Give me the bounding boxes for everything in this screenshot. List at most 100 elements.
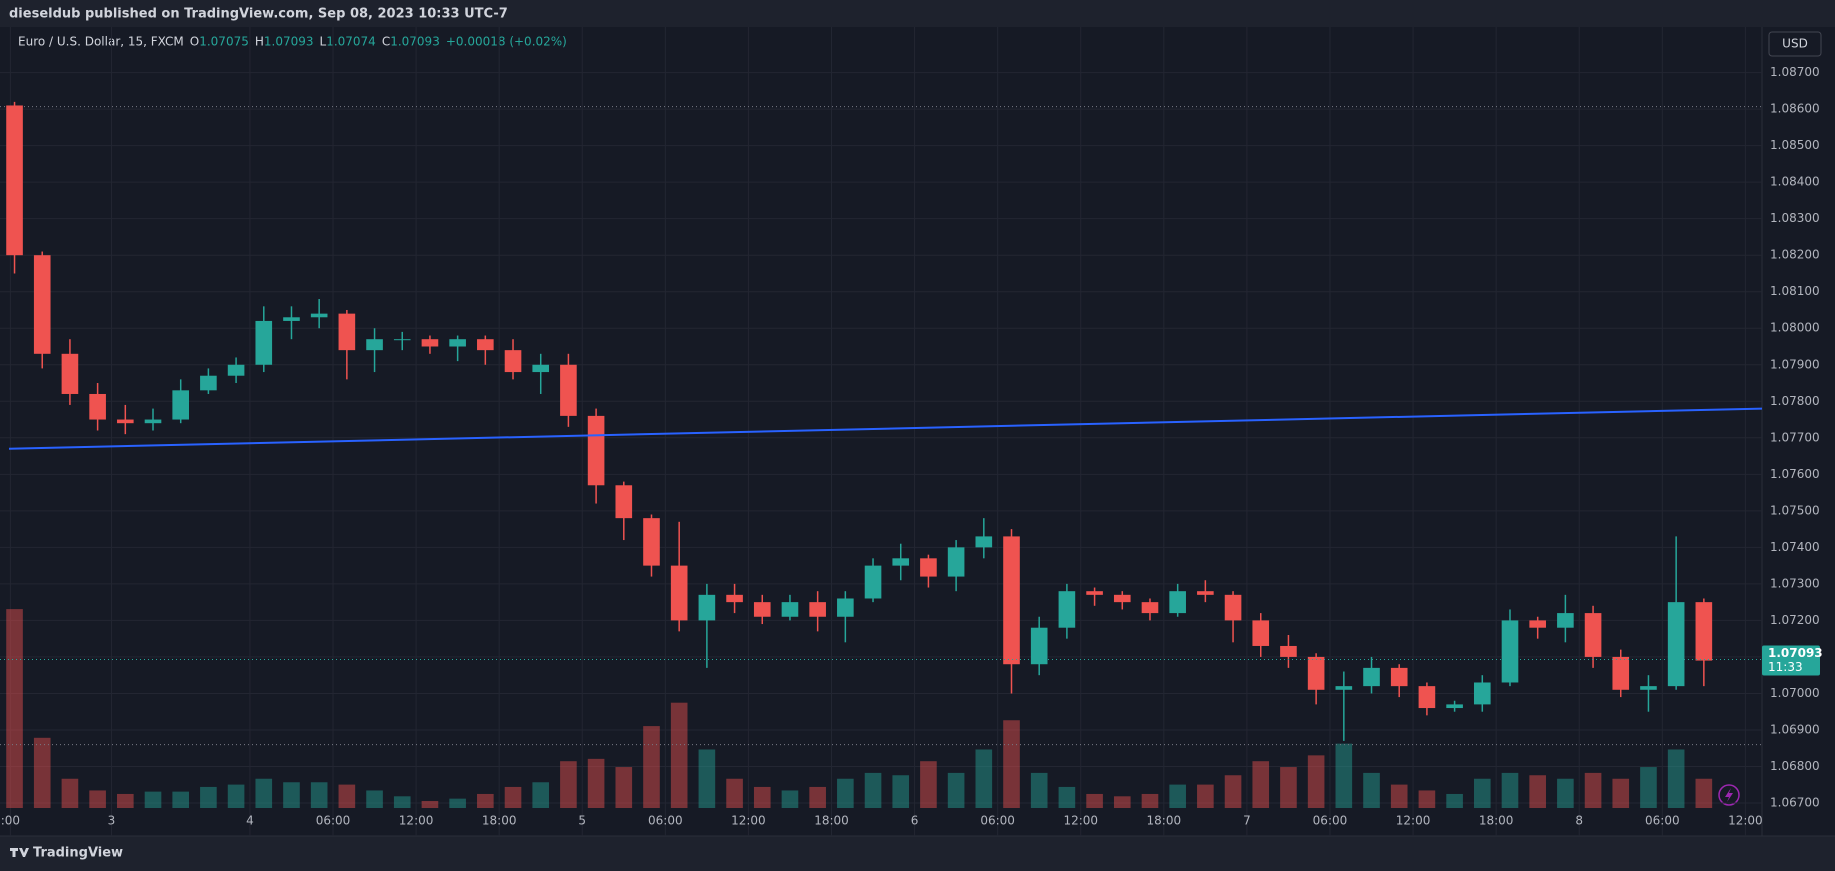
y-tick-label: 1.06800 xyxy=(1770,759,1820,773)
y-tick-label: 1.08100 xyxy=(1770,284,1820,298)
candle-body xyxy=(1667,602,1685,687)
candle-body xyxy=(1390,667,1408,687)
candle-body xyxy=(61,353,79,394)
x-tick-label: :00 xyxy=(1,814,20,828)
candle-body xyxy=(920,558,937,577)
candle-body xyxy=(587,415,605,486)
currency-button[interactable] xyxy=(1768,31,1822,57)
candle-body xyxy=(1640,686,1657,690)
volume-bar xyxy=(366,790,383,808)
volume-bar xyxy=(1335,743,1353,808)
y-tick-label: 1.08500 xyxy=(1770,138,1820,152)
legend-value: 1.07075 xyxy=(199,35,249,49)
legend-value: 1.07093 xyxy=(390,35,440,49)
candle-body xyxy=(89,393,106,420)
candle-body xyxy=(975,536,993,548)
y-tick-label: 1.07900 xyxy=(1770,357,1820,371)
candle-body xyxy=(283,317,300,321)
candle-body xyxy=(200,375,217,391)
volume-bar xyxy=(1252,761,1270,808)
chart-background xyxy=(0,27,1835,836)
volume-bar xyxy=(172,791,190,808)
footer-logo xyxy=(10,848,29,857)
volume-bar xyxy=(117,793,134,808)
candle-body xyxy=(1224,594,1242,621)
volume-bar xyxy=(809,786,826,808)
volume-bar xyxy=(1473,778,1491,808)
candle-body xyxy=(393,339,411,341)
candle-body xyxy=(864,565,882,599)
candle-body xyxy=(172,390,190,420)
candle-body xyxy=(6,105,23,256)
candle-body xyxy=(255,320,273,365)
volume-bar xyxy=(504,786,522,808)
legend-key: C xyxy=(382,35,390,49)
volume-bar xyxy=(1667,749,1685,808)
volume-bar xyxy=(837,778,854,808)
y-tick-label: 1.07500 xyxy=(1770,503,1820,517)
volume-bar xyxy=(283,782,300,808)
volume-bar xyxy=(920,761,937,808)
candle-body xyxy=(947,547,965,577)
candle-body xyxy=(1197,591,1214,595)
candle-body xyxy=(1557,613,1574,628)
y-tick-label: 1.06900 xyxy=(1770,722,1820,736)
volume-bar xyxy=(1280,767,1297,808)
volume-bar xyxy=(421,800,439,808)
candle-body xyxy=(366,339,383,351)
logo-mark xyxy=(10,848,29,857)
volume-bar xyxy=(643,726,660,808)
y-tick-label: 1.07300 xyxy=(1770,576,1820,590)
candle-body xyxy=(1307,656,1325,690)
legend-change: +0.00018 (+0.02%) xyxy=(446,35,567,49)
candle-body xyxy=(338,313,356,351)
volume-bar xyxy=(1224,775,1242,808)
x-tick-label: 06:00 xyxy=(980,814,1015,828)
candle-body xyxy=(1280,645,1297,657)
legend-key: L xyxy=(320,35,327,49)
candle-body xyxy=(1363,667,1380,687)
candle-body xyxy=(1003,536,1020,665)
candle-body xyxy=(504,350,522,373)
volume-bar xyxy=(892,775,910,808)
volume-bar xyxy=(1113,796,1131,808)
y-tick-label: 1.08200 xyxy=(1770,248,1820,262)
volume-bar xyxy=(1058,786,1076,808)
legend-key: H xyxy=(255,35,264,49)
alert-bolt[interactable] xyxy=(1725,788,1733,802)
x-tick-label: 12:00 xyxy=(1728,814,1763,828)
trendline xyxy=(8,407,1762,450)
x-tick-label: 7 xyxy=(1243,814,1251,828)
candle-body xyxy=(781,602,799,617)
y-tick-label: 1.07200 xyxy=(1770,613,1820,627)
volume-bar xyxy=(1197,784,1214,808)
candle-body xyxy=(532,364,550,373)
candle-body xyxy=(310,313,328,318)
volume-bar xyxy=(449,798,466,808)
candle-body xyxy=(1086,591,1103,595)
volume-bar xyxy=(1363,772,1380,808)
volume-bar xyxy=(587,758,605,808)
footer-brand: TradingView xyxy=(33,846,123,861)
x-tick-label: 18:00 xyxy=(482,814,517,828)
y-tick-label: 1.07400 xyxy=(1770,540,1820,554)
alert-icon[interactable] xyxy=(1718,784,1740,806)
currency-label[interactable]: USD xyxy=(1782,37,1808,51)
candle-body xyxy=(698,594,716,621)
candle-body xyxy=(892,558,910,566)
volume-bar xyxy=(1003,720,1020,808)
y-tick-label: 1.08000 xyxy=(1770,321,1820,335)
volume-bar xyxy=(1169,784,1186,808)
volume-bar xyxy=(864,772,882,808)
candle-body xyxy=(1695,602,1713,661)
volume-bar xyxy=(310,782,328,808)
candle-body xyxy=(144,419,162,424)
volume-bar xyxy=(670,702,688,808)
alert-circle[interactable] xyxy=(1718,784,1740,806)
volume-bar xyxy=(1695,778,1713,808)
volume-bar xyxy=(1584,772,1602,808)
candle-body xyxy=(33,255,51,354)
last-price-label: 1.07093 xyxy=(1768,646,1823,660)
volume-bar xyxy=(1030,772,1048,808)
candle-body xyxy=(1335,686,1353,690)
